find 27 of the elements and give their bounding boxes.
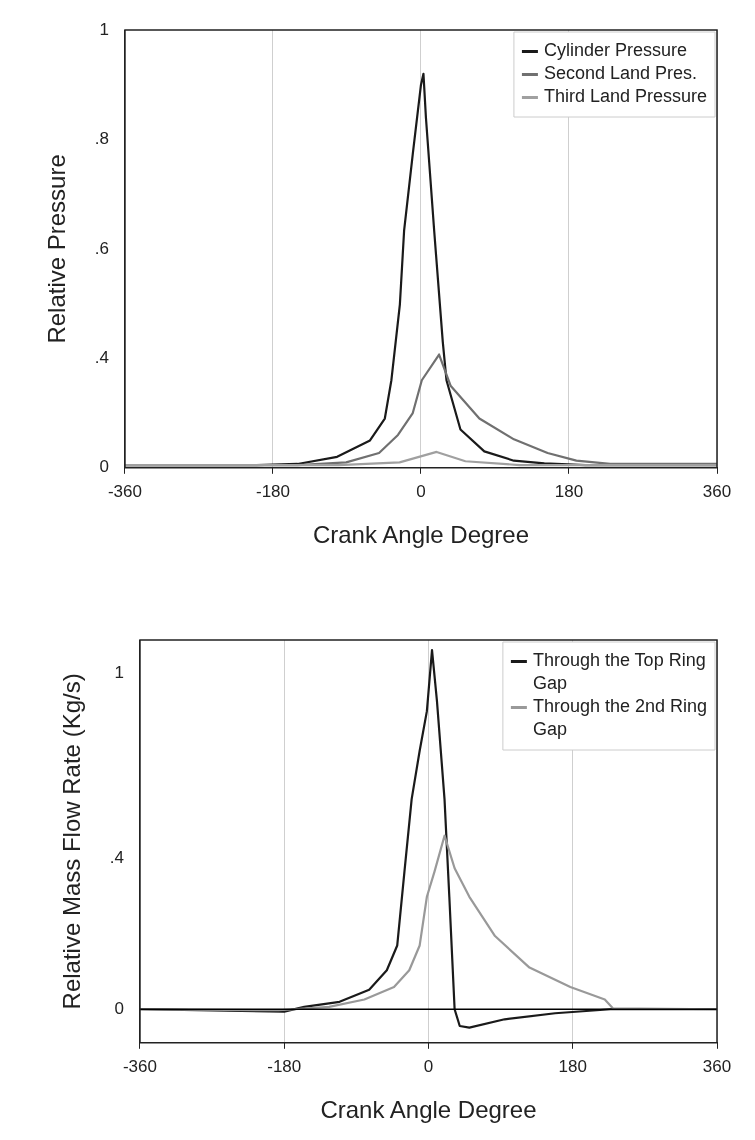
y-tick-label: 0 (99, 457, 109, 477)
y-tick-label: 1 (99, 19, 109, 39)
y-tick-label: .8 (94, 129, 109, 149)
x-tick-label: 180 (558, 1056, 587, 1076)
x-tick-label: -180 (267, 1056, 302, 1076)
x-tick-label: -360 (107, 481, 142, 501)
y-tick-label: .4 (94, 348, 109, 368)
legend-label: Cylinder Pressure (543, 40, 687, 61)
x-tick-label: -180 (255, 481, 290, 501)
y-tick-label: 1 (114, 663, 124, 683)
x-tick-label: 0 (423, 1056, 434, 1076)
legend-label: Second Land Pres. (543, 63, 698, 84)
x-tick-label: 360 (702, 1056, 732, 1076)
x-tick-label: -360 (122, 1056, 157, 1076)
x-axis-title: Crank Angle Degree (312, 521, 530, 549)
x-tick-label: 180 (554, 481, 584, 501)
x-tick-label: 0 (416, 481, 426, 501)
x-axis-title: Crank Angle Degree (320, 1096, 537, 1124)
y-tick-label: .4 (109, 847, 124, 867)
legend-label: Through the 2nd Ring Gap (532, 696, 707, 740)
legend-label: Through the Top Ring Gap (532, 650, 706, 694)
x-tick-label: 360 (702, 481, 732, 501)
legend-label: Third Land Pressure (543, 86, 708, 107)
y-tick-label: 0 (114, 998, 124, 1018)
y-tick-label: .6 (94, 238, 109, 258)
y-axis-title: Relative Mass Flow Rate (Kg/s) (58, 673, 86, 1010)
y-axis-title: Relative Pressure (43, 154, 71, 344)
